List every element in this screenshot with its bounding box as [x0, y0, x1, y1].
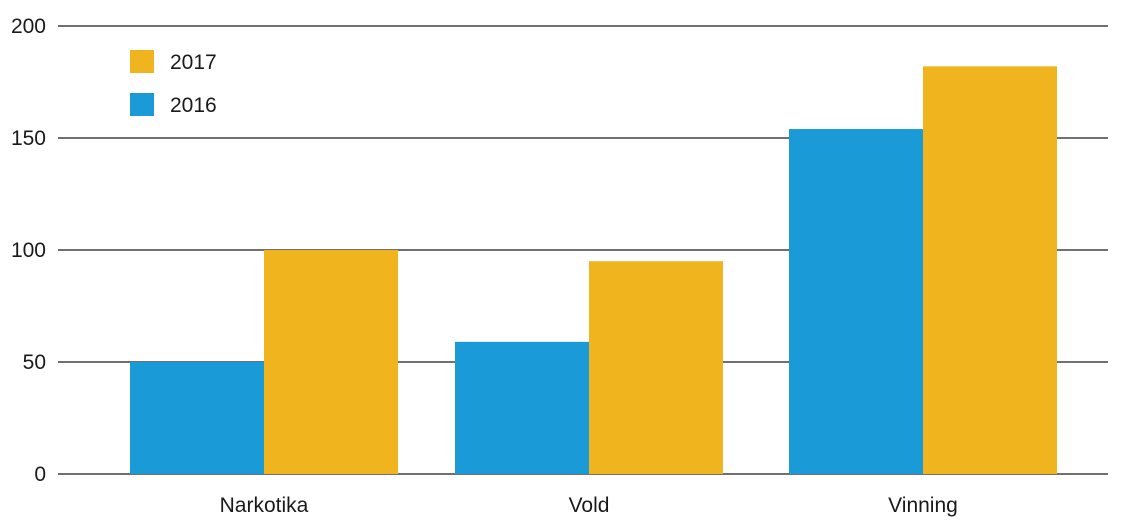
- y-tick-label: 100: [11, 239, 46, 262]
- legend-label-2017: 2017: [170, 51, 217, 74]
- axis-labels: 0 50 100 150 200 Narkotika Vold Vinning: [11, 15, 958, 517]
- legend-swatch-2016: [130, 93, 154, 116]
- bar-2016-vinning: [789, 129, 923, 475]
- bar-2016-vold: [455, 341, 589, 474]
- y-tick-label: 50: [23, 351, 46, 374]
- x-category-label: Vinning: [888, 494, 958, 517]
- bar-2017-vinning: [923, 66, 1057, 474]
- x-category-label: Narkotika: [220, 494, 309, 517]
- bar-2017-vold: [589, 261, 723, 474]
- y-tick-label: 150: [11, 127, 46, 150]
- legend-label-2016: 2016: [170, 94, 217, 117]
- y-tick-label: 200: [11, 15, 46, 38]
- legend-swatch-2017: [130, 50, 154, 73]
- bar-2017-narkotika: [264, 250, 398, 474]
- legend: 2017 2016: [130, 50, 217, 117]
- y-tick-label: 0: [34, 463, 46, 486]
- x-category-label: Vold: [569, 494, 610, 517]
- bar-2016-narkotika: [130, 362, 264, 474]
- bars: [130, 66, 1057, 475]
